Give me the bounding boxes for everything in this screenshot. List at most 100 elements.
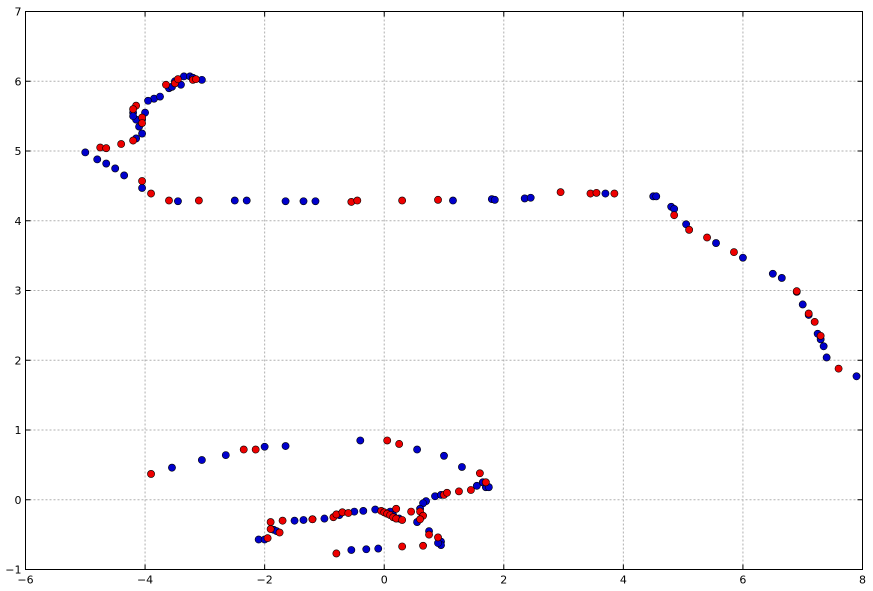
x-tick-label: 8 <box>859 574 866 587</box>
data-point <box>278 516 287 525</box>
tick-labels: −6 −4 −2 0 2 4 6 8 −1 0 1 2 3 4 5 6 7 <box>5 6 866 587</box>
data-point <box>311 197 320 206</box>
data-point <box>822 353 831 362</box>
data-point <box>144 96 152 105</box>
data-point <box>383 436 392 445</box>
data-point <box>242 196 251 205</box>
data-point <box>299 516 308 524</box>
y-tick-label: −1 <box>5 564 21 577</box>
axis-ticks <box>25 11 863 570</box>
data-point <box>117 140 126 148</box>
data-point <box>174 197 182 206</box>
data-point <box>810 317 819 326</box>
data-point <box>129 136 138 145</box>
data-point <box>834 364 843 373</box>
data-point <box>816 331 825 340</box>
y-tick-label: 0 <box>15 494 22 507</box>
data-point <box>398 516 407 524</box>
series-1 <box>96 75 843 558</box>
data-point <box>443 488 451 497</box>
data-point <box>353 196 362 205</box>
data-point <box>712 239 720 247</box>
data-point <box>455 487 463 496</box>
data-point <box>197 456 206 464</box>
data-point <box>308 515 317 524</box>
data-point <box>458 463 466 471</box>
data-point <box>416 515 424 524</box>
data-point <box>670 211 679 220</box>
data-point <box>194 196 203 205</box>
data-point <box>374 544 383 553</box>
data-point <box>556 188 565 197</box>
data-point <box>239 445 248 454</box>
data-point <box>162 80 170 89</box>
data-point <box>592 188 601 197</box>
data-point <box>138 129 146 138</box>
data-point <box>392 504 401 513</box>
x-tick-label: 0 <box>381 574 388 587</box>
data-point <box>147 189 155 198</box>
data-point <box>168 463 176 472</box>
data-point <box>362 545 371 554</box>
data-point <box>792 287 801 296</box>
data-point <box>120 171 129 180</box>
x-tick-label: −2 <box>257 574 273 587</box>
data-point <box>601 189 610 198</box>
data-point <box>165 196 173 205</box>
data-point <box>129 105 138 114</box>
data-point <box>434 195 442 204</box>
data-point <box>777 274 786 282</box>
data-point <box>281 197 290 206</box>
data-point <box>221 451 230 460</box>
data-point <box>398 542 407 551</box>
data-point <box>138 184 146 192</box>
data-point <box>266 518 275 526</box>
data-point <box>129 112 138 121</box>
data-point <box>138 177 146 185</box>
data-point <box>490 195 499 204</box>
y-tick-label: 6 <box>15 75 22 88</box>
data-point <box>281 442 290 450</box>
data-point <box>526 193 535 202</box>
x-tick-label: −6 <box>17 574 33 587</box>
data-point <box>434 533 442 542</box>
data-point <box>102 159 111 168</box>
x-tick-label: 6 <box>739 574 746 587</box>
data-point <box>251 445 260 454</box>
y-tick-label: 3 <box>15 285 22 298</box>
data-point <box>320 514 329 523</box>
data-point <box>739 253 747 262</box>
data-point <box>440 451 448 460</box>
data-point <box>768 269 777 278</box>
data-point <box>260 442 269 451</box>
data-point <box>230 196 239 205</box>
data-point <box>852 372 861 381</box>
data-point <box>730 248 738 257</box>
data-point <box>610 189 619 198</box>
data-point <box>359 507 368 515</box>
y-tick-label: 4 <box>15 215 22 228</box>
data-point <box>93 155 102 164</box>
x-tick-label: −4 <box>137 574 153 587</box>
x-tick-label: 2 <box>500 574 507 587</box>
data-point <box>191 75 200 84</box>
data-point <box>481 478 490 487</box>
x-tick-label: 4 <box>620 574 627 587</box>
data-point <box>798 300 807 309</box>
data-point <box>266 525 275 533</box>
data-point <box>138 119 146 127</box>
data-point <box>398 196 407 205</box>
data-point <box>156 92 164 101</box>
y-tick-label: 1 <box>15 424 22 437</box>
data-point <box>819 342 828 351</box>
data-point <box>290 516 299 525</box>
data-point <box>81 148 90 157</box>
data-point <box>111 164 120 173</box>
data-point <box>703 233 711 242</box>
data-point <box>347 546 356 554</box>
data-point <box>344 509 353 517</box>
data-point <box>475 469 484 478</box>
data-point <box>102 144 111 153</box>
data-point <box>419 541 427 550</box>
